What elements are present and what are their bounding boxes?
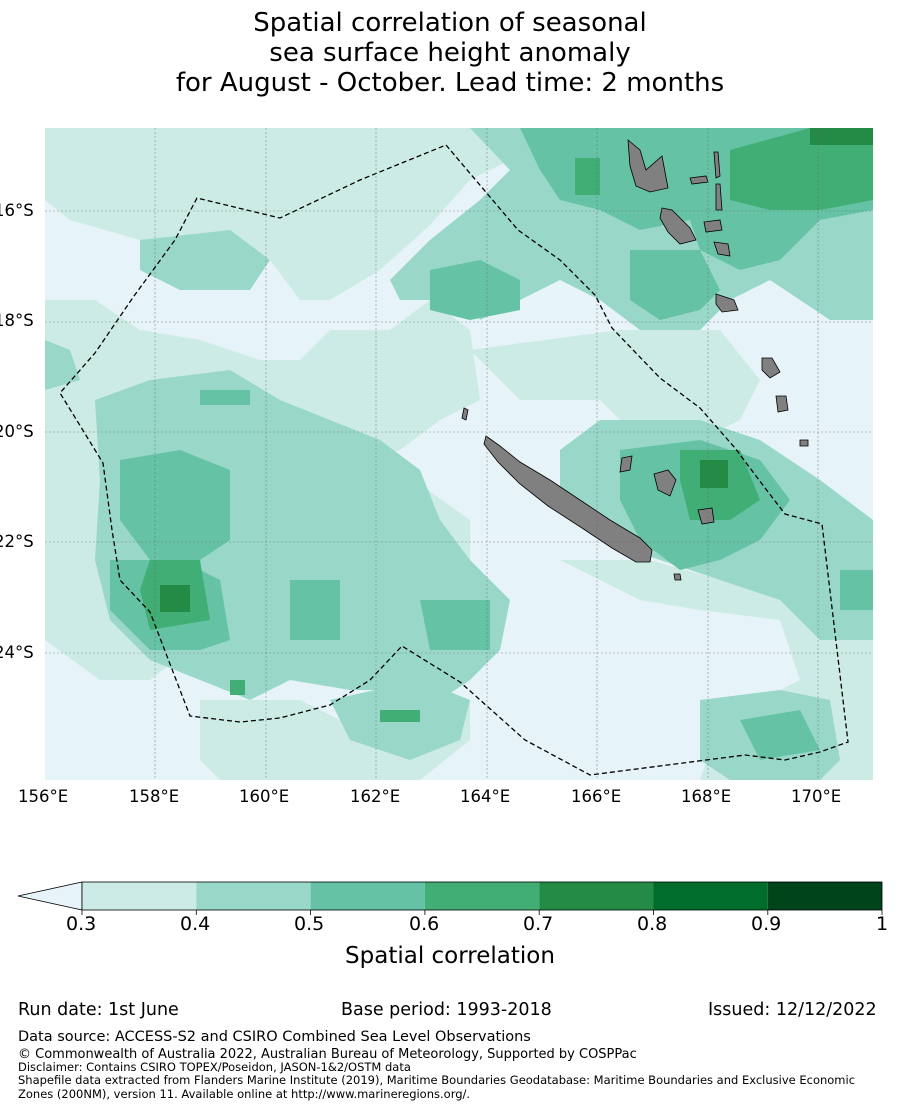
disclaimer: Disclaimer: Contains CSIRO TOPEX/Poseido… [18, 1060, 411, 1074]
shapefile-credit-line-2: Zones (200NM), version 11. Available onl… [18, 1087, 471, 1101]
island-ouvea [619, 455, 633, 473]
lon-tick-162: 162°E [350, 787, 401, 806]
colorbar-bin-0.8-0.9 [653, 882, 768, 910]
colorbar-tick-0.7: 0.7 [523, 913, 554, 935]
issued-date: Issued: 12/12/2022 [708, 1000, 877, 1020]
colorbar-tick-0.3: 0.3 [66, 913, 97, 935]
lat-tick-18: 18°S [0, 311, 34, 330]
title-line-2: sea surface height anomaly [269, 38, 631, 68]
colorbar [17, 881, 883, 915]
lat-tick-20: 20°S [0, 422, 34, 441]
island-new-caledonia [483, 435, 653, 563]
colorbar-tick-1: 1 [876, 913, 889, 935]
copyright: © Commonwealth of Australia 2022, Austra… [18, 1047, 637, 1062]
chart-title: Spatial correlation of seasonal sea surf… [0, 8, 900, 98]
island-shepherds [713, 241, 731, 257]
island-maewo [713, 151, 721, 179]
data-source: Data source: ACCESS-S2 and CSIRO Combine… [18, 1029, 531, 1045]
island-tanna [775, 395, 789, 413]
colorbar-tick-0.8: 0.8 [637, 913, 668, 935]
title-line-3: for August - October. Lead time: 2 month… [175, 68, 725, 98]
lat-tick-24: 24°S [0, 643, 34, 662]
title-line-1: Spatial correlation of seasonal [253, 8, 647, 38]
colorbar-tick-0.5: 0.5 [294, 913, 325, 935]
colorbar-bin-0.7-0.8 [539, 882, 654, 910]
colorbar-tick-0.9: 0.9 [751, 913, 782, 935]
island-espiritu-santo [627, 139, 669, 193]
lon-tick-156: 156°E [18, 787, 69, 806]
lon-tick-166: 166°E [571, 787, 622, 806]
island-aneityum [799, 439, 809, 447]
run-date: Run date: 1st June [18, 1000, 179, 1020]
colorbar-under-extension [17, 881, 83, 911]
island-malekula [659, 207, 697, 245]
colorbar-bin-0.9-1 [767, 882, 882, 910]
island-erromango [761, 357, 781, 379]
colorbar-bin-0.4-0.5 [196, 882, 311, 910]
colorbar-label: Spatial correlation [345, 943, 555, 969]
eez-boundary [59, 144, 849, 776]
island-mare [697, 507, 715, 525]
lon-tick-170: 170°E [791, 787, 842, 806]
island-belep [461, 407, 469, 421]
colorbar-bin-0.6-0.7 [424, 882, 540, 910]
lon-tick-158: 158°E [129, 787, 180, 806]
island-epi [703, 219, 723, 233]
land-masses [461, 139, 809, 581]
colorbar-tick-0.4: 0.4 [180, 913, 211, 935]
shapefile-credit-line-1: Shapefile data extracted from Flanders M… [18, 1073, 856, 1087]
map-area [45, 128, 873, 780]
gridlines [45, 128, 873, 780]
island-lifou [653, 469, 677, 497]
correlation-field [45, 128, 873, 780]
colorbar-bin-0.5-0.6 [310, 882, 425, 910]
lat-tick-22: 22°S [0, 532, 34, 551]
island-pentecost [715, 183, 723, 211]
base-period: Base period: 1993-2018 [341, 1000, 552, 1020]
lon-tick-164: 164°E [460, 787, 511, 806]
island-efate [715, 293, 739, 313]
lon-tick-168: 168°E [681, 787, 732, 806]
lat-tick-16: 16°S [0, 201, 34, 220]
colorbar-bin-0.3-0.4 [82, 882, 197, 910]
lon-tick-160: 160°E [239, 787, 290, 806]
correlation-map [17, 128, 883, 915]
colorbar-tick-0.6: 0.6 [409, 913, 440, 935]
island-isle-of-pines [673, 573, 682, 581]
